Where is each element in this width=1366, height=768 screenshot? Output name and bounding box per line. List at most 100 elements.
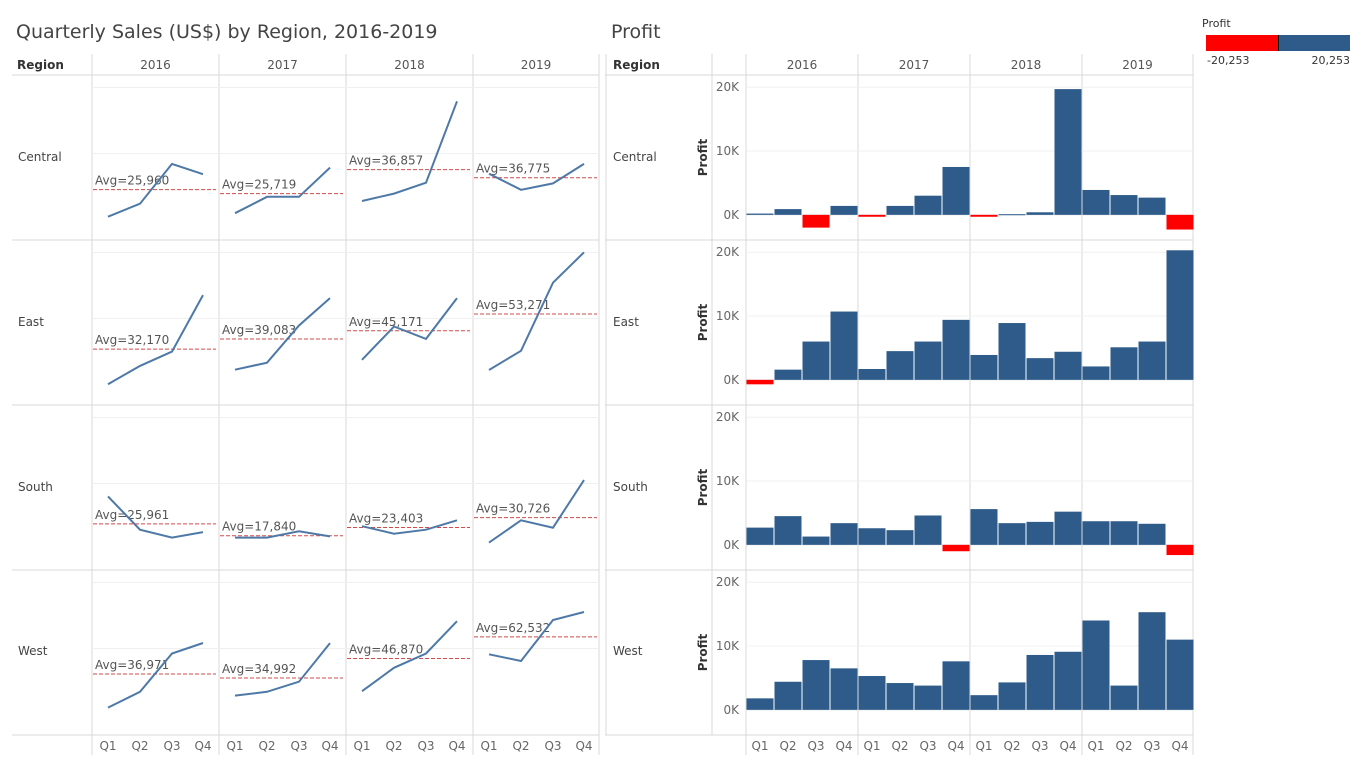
- profit-bar-central: [1054, 89, 1082, 215]
- profit-bar-west: [746, 698, 774, 710]
- avg-label: Avg=23,403: [349, 511, 423, 525]
- sales-region-label-central: Central: [18, 150, 62, 164]
- profit-bar-central: [1082, 189, 1110, 215]
- avg-label: Avg=17,840: [222, 520, 296, 534]
- profit-quarter-tick-label: Q3: [1031, 739, 1048, 753]
- profit-bar-west: [998, 682, 1026, 710]
- sales-quarter-tick-label: Q2: [258, 739, 275, 753]
- sales-line-central-2017: [234, 166, 331, 215]
- profit-y-tick-label: 20K: [716, 575, 740, 589]
- sales-quarter-tick-label: Q3: [544, 739, 561, 753]
- sales-quarter-tick-label: Q1: [99, 739, 116, 753]
- sales-quarter-tick-label: Q3: [290, 739, 307, 753]
- profit-y-tick-label: 10K: [716, 474, 740, 488]
- profit-year-header-2018: 2018: [1010, 58, 1042, 72]
- sales-quarter-tick-label: Q4: [194, 739, 211, 753]
- profit-quarter-tick-label: Q3: [807, 739, 824, 753]
- profit-bar-east: [858, 369, 886, 380]
- sales-region-label-east: East: [18, 315, 44, 329]
- profit-quarter-tick-label: Q1: [751, 739, 768, 753]
- profit-bar-south: [1054, 511, 1082, 545]
- profit-bar-central: [858, 214, 886, 217]
- profit-quarter-tick-label: Q2: [779, 739, 796, 753]
- sales-line-east-2017: [234, 297, 331, 371]
- profit-bar-south: [1166, 544, 1194, 556]
- legend-negative-swatch: [1206, 35, 1278, 51]
- profit-region-header: Region: [613, 58, 660, 72]
- sales-line-central-2018: [361, 100, 458, 202]
- profit-y-tick-label: 10K: [716, 144, 740, 158]
- profit-bar-central: [746, 213, 774, 215]
- sales-region-label-west: West: [18, 644, 48, 658]
- sales-line-central-2019: [488, 163, 585, 191]
- profit-y-tick-label: 10K: [716, 639, 740, 653]
- profit-quarter-tick-label: Q3: [919, 739, 936, 753]
- avg-label: Avg=34,992: [222, 662, 296, 676]
- sales-quarter-tick-label: Q4: [575, 739, 592, 753]
- sales-line-east-2019: [488, 251, 585, 371]
- profit-quarter-tick-label: Q4: [835, 739, 852, 753]
- profit-y-tick-label: 0K: [723, 703, 740, 717]
- sales-region-header: Region: [17, 58, 64, 72]
- profit-bar-central: [886, 205, 914, 215]
- profit-y-tick-label: 10K: [716, 309, 740, 323]
- profit-bar-central: [802, 214, 830, 228]
- profit-y-tick-label: 0K: [723, 373, 740, 387]
- profit-chart-title: Profit: [611, 21, 661, 43]
- sales-year-header-2018: 2018: [394, 58, 425, 72]
- avg-label: Avg=39,083: [222, 323, 296, 337]
- profit-quarter-tick-label: Q4: [947, 739, 964, 753]
- profit-region-label-south: South: [613, 480, 648, 494]
- legend-title: Profit: [1202, 17, 1231, 30]
- profit-bar-central: [914, 195, 942, 215]
- profit-bar-east: [970, 354, 998, 380]
- sales-quarter-tick-label: Q4: [448, 739, 465, 753]
- sales-quarter-tick-label: Q4: [321, 739, 338, 753]
- sales-line-west-2018: [361, 620, 458, 693]
- avg-label: Avg=30,726: [476, 502, 550, 516]
- profit-quarter-tick-label: Q2: [1003, 739, 1020, 753]
- profit-bar-central: [1166, 214, 1194, 230]
- avg-label: Avg=45,171: [349, 315, 423, 329]
- sales-quarter-tick-label: Q3: [417, 739, 434, 753]
- profit-y-axis-title: Profit: [696, 138, 710, 176]
- sales-line-central-2016: [107, 162, 204, 218]
- sales-line-east-2016: [107, 294, 204, 386]
- sales-line-south-2019: [488, 479, 585, 544]
- profit-bar-south: [1110, 521, 1138, 545]
- profit-year-header-2017: 2017: [898, 58, 930, 72]
- profit-bar-south: [774, 516, 802, 545]
- profit-bar-west: [1138, 612, 1166, 710]
- profit-color-legend[interactable]: [1206, 35, 1350, 51]
- sales-quarter-tick-label: Q2: [512, 739, 529, 753]
- profit-quarter-tick-label: Q2: [1115, 739, 1132, 753]
- profit-bar-east: [1026, 358, 1054, 380]
- profit-bar-south: [830, 523, 858, 545]
- profit-bar-east: [1138, 341, 1166, 380]
- profit-bar-south: [1138, 523, 1166, 545]
- profit-region-label-central: Central: [613, 150, 657, 164]
- profit-bar-west: [830, 668, 858, 710]
- profit-y-tick-label: 0K: [723, 538, 740, 552]
- profit-year-header-2016: 2016: [786, 58, 818, 72]
- sales-line-south-2016: [107, 495, 204, 539]
- profit-bar-south: [970, 509, 998, 545]
- profit-y-axis-title: Profit: [696, 633, 710, 671]
- profit-bar-east: [886, 351, 914, 380]
- sales-line-west-2017: [234, 642, 331, 697]
- profit-bar-east: [914, 341, 942, 380]
- avg-label: Avg=53,271: [476, 298, 550, 312]
- profit-bar-chart: 0K 10K 20K Profit 0K 10K 20K Profit 0K 10K 20K Prof…: [605, 54, 1194, 755]
- profit-bar-east: [1110, 347, 1138, 380]
- profit-y-tick-label: 20K: [716, 245, 740, 259]
- profit-bar-east: [998, 323, 1026, 380]
- profit-quarter-tick-label: Q2: [891, 739, 908, 753]
- profit-bar-east: [746, 379, 774, 385]
- avg-label: Avg=32,170: [95, 333, 169, 347]
- sales-line-chart: Avg=25,960 Avg=25,719 Avg=36,857 Avg=36,775…: [12, 54, 600, 755]
- profit-quarter-tick-label: Q1: [1087, 739, 1104, 753]
- legend-positive-swatch: [1277, 35, 1350, 51]
- profit-bar-central: [1110, 195, 1138, 215]
- sales-line-east-2018: [361, 297, 458, 361]
- avg-label: Avg=62,532: [476, 621, 550, 635]
